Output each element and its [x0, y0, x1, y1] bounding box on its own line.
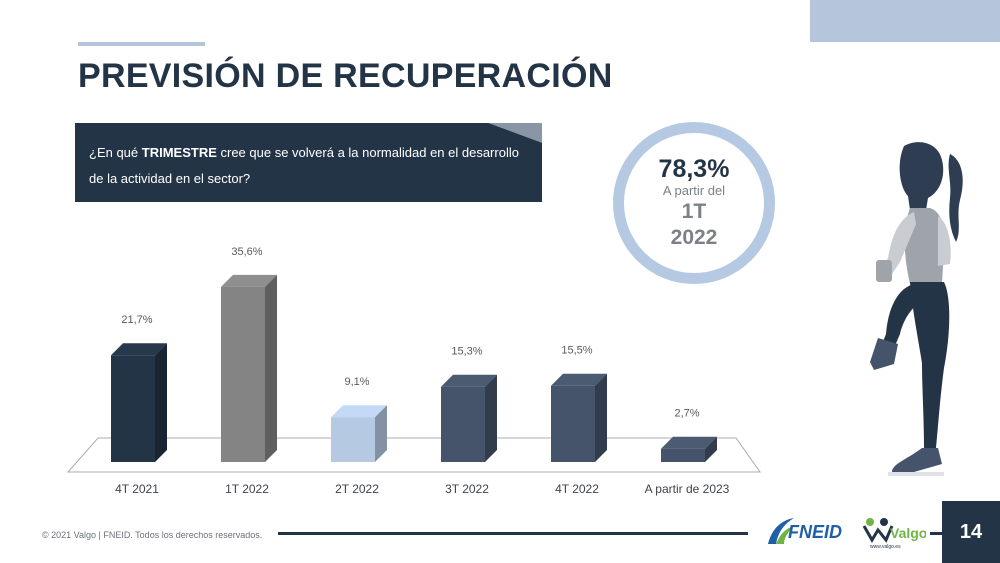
- footer-divider-right: [930, 532, 942, 535]
- question-box-fold: [488, 123, 542, 143]
- bar-value-label: 15,5%: [561, 345, 592, 357]
- question-suffix: cree que se volverá a la normalidad en e…: [89, 145, 519, 186]
- page-title: PREVISIÓN DE RECUPERACIÓN: [78, 57, 613, 95]
- footer-copyright: © 2021 Valgo | FNEID. Todos los derechos…: [42, 530, 263, 540]
- x-tick-label: 1T 2022: [225, 482, 269, 496]
- highlight-period-line2: 2022: [670, 226, 718, 249]
- bar-top: [661, 436, 717, 449]
- bar-side: [265, 274, 277, 462]
- question-emphasis: TRIMESTRE: [141, 145, 217, 160]
- bar-chart: 21,7% 4T 2021 35,6% 1T 2022 9,1% 2T 2022 15,3%…: [66, 246, 761, 496]
- bar-value-label: 9,1%: [344, 376, 369, 388]
- question-box: ¿En qué TRIMESTRE cree que se volverá a …: [75, 123, 542, 202]
- x-tick-label: 3T 2022: [445, 482, 489, 496]
- corner-accent-block: [810, 0, 1000, 42]
- footer-divider: [278, 532, 748, 535]
- bar-top: [111, 343, 167, 356]
- bar-side: [595, 373, 607, 462]
- question-prefix: ¿En qué: [89, 145, 142, 160]
- fneid-logo: FNEID: [768, 518, 842, 544]
- bar-top: [221, 274, 277, 287]
- bar-side: [485, 374, 497, 462]
- page-number: 14: [942, 501, 1000, 563]
- bar-value-label: 21,7%: [121, 314, 152, 326]
- bar-top: [551, 373, 607, 386]
- bar: [441, 386, 485, 462]
- bar-value-label: 15,3%: [451, 346, 482, 358]
- title-accent-bar: [78, 42, 205, 46]
- highlight-circle: 78,3% A partir del 1T 2022: [613, 122, 775, 284]
- bar: [551, 385, 595, 462]
- bar-top: [331, 405, 387, 418]
- bar-side: [375, 405, 387, 462]
- x-tick-label: 4T 2021: [115, 482, 159, 496]
- x-tick-label: A partir de 2023: [645, 482, 730, 496]
- bar-side: [705, 436, 717, 462]
- question-text: ¿En qué TRIMESTRE cree que se volverá a …: [89, 140, 528, 192]
- highlight-value: 78,3%: [658, 155, 730, 183]
- bar-side: [155, 343, 167, 462]
- valgo-logo: Valgo www.valgo.es: [862, 518, 926, 550]
- bar-top: [441, 374, 497, 387]
- athlete-illustration: [870, 142, 963, 476]
- x-tick-label: 2T 2022: [335, 482, 379, 496]
- chart-floor: [66, 437, 761, 473]
- bar: [661, 448, 705, 462]
- valgo-url: www.valgo.es: [870, 544, 901, 550]
- highlight-period-line1: 1T: [681, 200, 707, 223]
- x-tick-label: 4T 2022: [555, 482, 599, 496]
- bar-value-label: 2,7%: [674, 408, 699, 420]
- bar: [111, 355, 155, 462]
- valgo-logo-text: Valgo: [890, 525, 926, 541]
- bar: [221, 286, 265, 462]
- bar: [331, 417, 375, 462]
- highlight-label: A partir del: [662, 183, 726, 198]
- fneid-logo-text: FNEID: [788, 522, 842, 542]
- bar-value-label: 35,6%: [231, 246, 262, 258]
